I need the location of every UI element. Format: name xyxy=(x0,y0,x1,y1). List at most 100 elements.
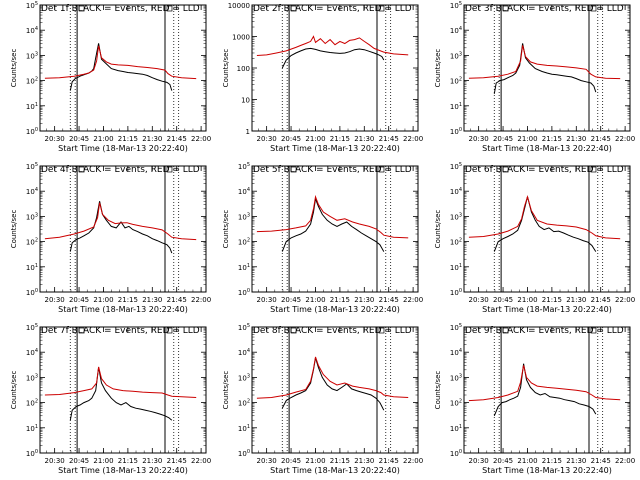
panel-title: Det 7f BLACK = Events, RED = LLD xyxy=(41,326,200,336)
y-tick-label: 10000 xyxy=(228,2,250,10)
y-tick-label: 104 xyxy=(238,187,250,196)
y-tick-label: 105 xyxy=(450,162,462,171)
x-tick-label: 22:00 xyxy=(191,135,211,143)
y-tick-label: 101 xyxy=(450,263,462,272)
x-tick-label: 21:15 xyxy=(118,135,138,143)
series-line-events xyxy=(493,196,597,252)
y-tick-label: 105 xyxy=(26,323,38,332)
y-tick-label: 102 xyxy=(26,399,38,408)
x-tick-label: 21:45 xyxy=(379,296,399,304)
x-tick-label: 21:15 xyxy=(118,296,138,304)
y-axis-label: Counts/sec xyxy=(10,371,18,410)
y-tick-label: 104 xyxy=(450,348,462,357)
x-axis-label: Start Time (18-Mar-13 20:22:40) xyxy=(58,466,188,475)
x-tick-label: 21:15 xyxy=(542,296,562,304)
series-line-events xyxy=(493,43,597,94)
series-line-events xyxy=(69,201,173,254)
y-tick-label: 103 xyxy=(26,212,38,221)
panel-title: Det 6f BLACK = Events, RED = LLD xyxy=(465,165,624,175)
series-line-lld xyxy=(256,35,409,56)
plot-frame xyxy=(39,165,207,293)
detector-panel-5: Det 5f BLACK = Events, RED = LLD 100 101 10… xyxy=(222,162,423,314)
series-line-events xyxy=(69,43,173,91)
detector-panel-6: Det 6f BLACK = Events, RED = LLD 100 101 10… xyxy=(434,162,635,314)
series-line-events xyxy=(69,367,173,421)
marker-flag xyxy=(590,166,597,173)
series-line-events xyxy=(493,363,597,416)
marker-flag xyxy=(290,5,297,12)
y-tick-label: 100 xyxy=(26,449,38,458)
y-tick-label: 104 xyxy=(450,187,462,196)
y-tick-label: 100 xyxy=(26,288,38,297)
detector-panel-2: Det 2f BLACK = Events, RED = LLD 1 10 100 10… xyxy=(222,2,423,153)
marker-flag xyxy=(378,327,385,334)
y-tick-label: 1000 xyxy=(232,34,250,42)
y-tick-label: 100 xyxy=(450,288,462,297)
series-line-lld xyxy=(256,194,409,239)
y-tick-label: 105 xyxy=(450,1,462,10)
x-tick-label: 20:45 xyxy=(281,296,301,304)
x-axis-label: Start Time (18-Mar-13 20:22:40) xyxy=(270,305,400,314)
y-tick-label: 104 xyxy=(238,348,250,357)
y-tick-label: 103 xyxy=(238,212,250,221)
y-axis-label: Counts/sec xyxy=(434,371,442,410)
x-axis-label: Start Time (18-Mar-13 20:22:40) xyxy=(482,305,612,314)
x-tick-label: 21:15 xyxy=(118,457,138,465)
y-axis-label: Counts/sec xyxy=(222,49,230,88)
panel-title: Det 5f BLACK = Events, RED = LLD xyxy=(253,165,412,175)
y-tick-label: 104 xyxy=(26,348,38,357)
series-line-lld xyxy=(44,202,197,241)
x-tick-label: 21:45 xyxy=(591,296,611,304)
x-axis-label: Start Time (18-Mar-13 20:22:40) xyxy=(482,144,612,153)
y-tick-label: 1 xyxy=(246,128,250,136)
x-axis-label: Start Time (18-Mar-13 20:22:40) xyxy=(270,466,400,475)
x-tick-label: 21:30 xyxy=(354,135,374,143)
x-tick-label: 21:45 xyxy=(591,135,611,143)
panel-title: Det 3f BLACK = Events, RED = LLD xyxy=(465,4,624,14)
x-tick-label: 20:30 xyxy=(257,296,277,304)
x-tick-label: 21:30 xyxy=(354,296,374,304)
marker-flag xyxy=(502,5,509,12)
x-tick-label: 21:00 xyxy=(93,457,113,465)
x-tick-label: 22:00 xyxy=(403,296,423,304)
plot-frame xyxy=(463,4,631,132)
x-tick-label: 20:45 xyxy=(69,296,89,304)
x-tick-label: 20:45 xyxy=(281,457,301,465)
y-tick-label: 102 xyxy=(238,238,250,247)
y-tick-label: 100 xyxy=(450,127,462,136)
x-tick-label: 21:00 xyxy=(93,135,113,143)
x-axis-label: Start Time (18-Mar-13 20:22:40) xyxy=(58,144,188,153)
plot-frame xyxy=(463,326,631,454)
x-tick-label: 20:45 xyxy=(281,135,301,143)
x-tick-label: 22:00 xyxy=(615,457,635,465)
y-tick-label: 103 xyxy=(450,212,462,221)
plot-frame xyxy=(251,165,419,293)
detector-panel-9: Det 9f BLACK = Events, RED = LLD 100 101 10… xyxy=(434,323,635,475)
x-tick-label: 21:00 xyxy=(517,296,537,304)
x-tick-label: 21:45 xyxy=(379,135,399,143)
x-tick-label: 21:15 xyxy=(330,135,350,143)
y-axis-label: Counts/sec xyxy=(10,210,18,249)
series-line-events xyxy=(281,357,385,411)
detector-panel-4: Det 4f BLACK = Events, RED = LLD 100 101 10… xyxy=(10,162,211,314)
y-tick-label: 101 xyxy=(450,424,462,433)
marker-flag xyxy=(590,5,597,12)
y-tick-label: 102 xyxy=(450,399,462,408)
x-tick-label: 21:00 xyxy=(517,135,537,143)
x-tick-label: 20:45 xyxy=(493,135,513,143)
panel-title: Det 9f BLACK = Events, RED = LLD xyxy=(465,326,624,336)
y-tick-label: 102 xyxy=(450,238,462,247)
x-axis-label: Start Time (18-Mar-13 20:22:40) xyxy=(58,305,188,314)
marker-flag xyxy=(166,5,173,12)
y-axis-label: Counts/sec xyxy=(434,210,442,249)
marker-flag xyxy=(290,327,297,334)
series-line-lld xyxy=(468,45,621,80)
plot-frame xyxy=(463,165,631,293)
y-tick-label: 100 xyxy=(238,449,250,458)
series-line-lld xyxy=(44,45,197,80)
y-tick-label: 103 xyxy=(238,373,250,382)
y-tick-label: 105 xyxy=(238,323,250,332)
x-tick-label: 21:30 xyxy=(354,457,374,465)
plot-frame xyxy=(39,4,207,132)
